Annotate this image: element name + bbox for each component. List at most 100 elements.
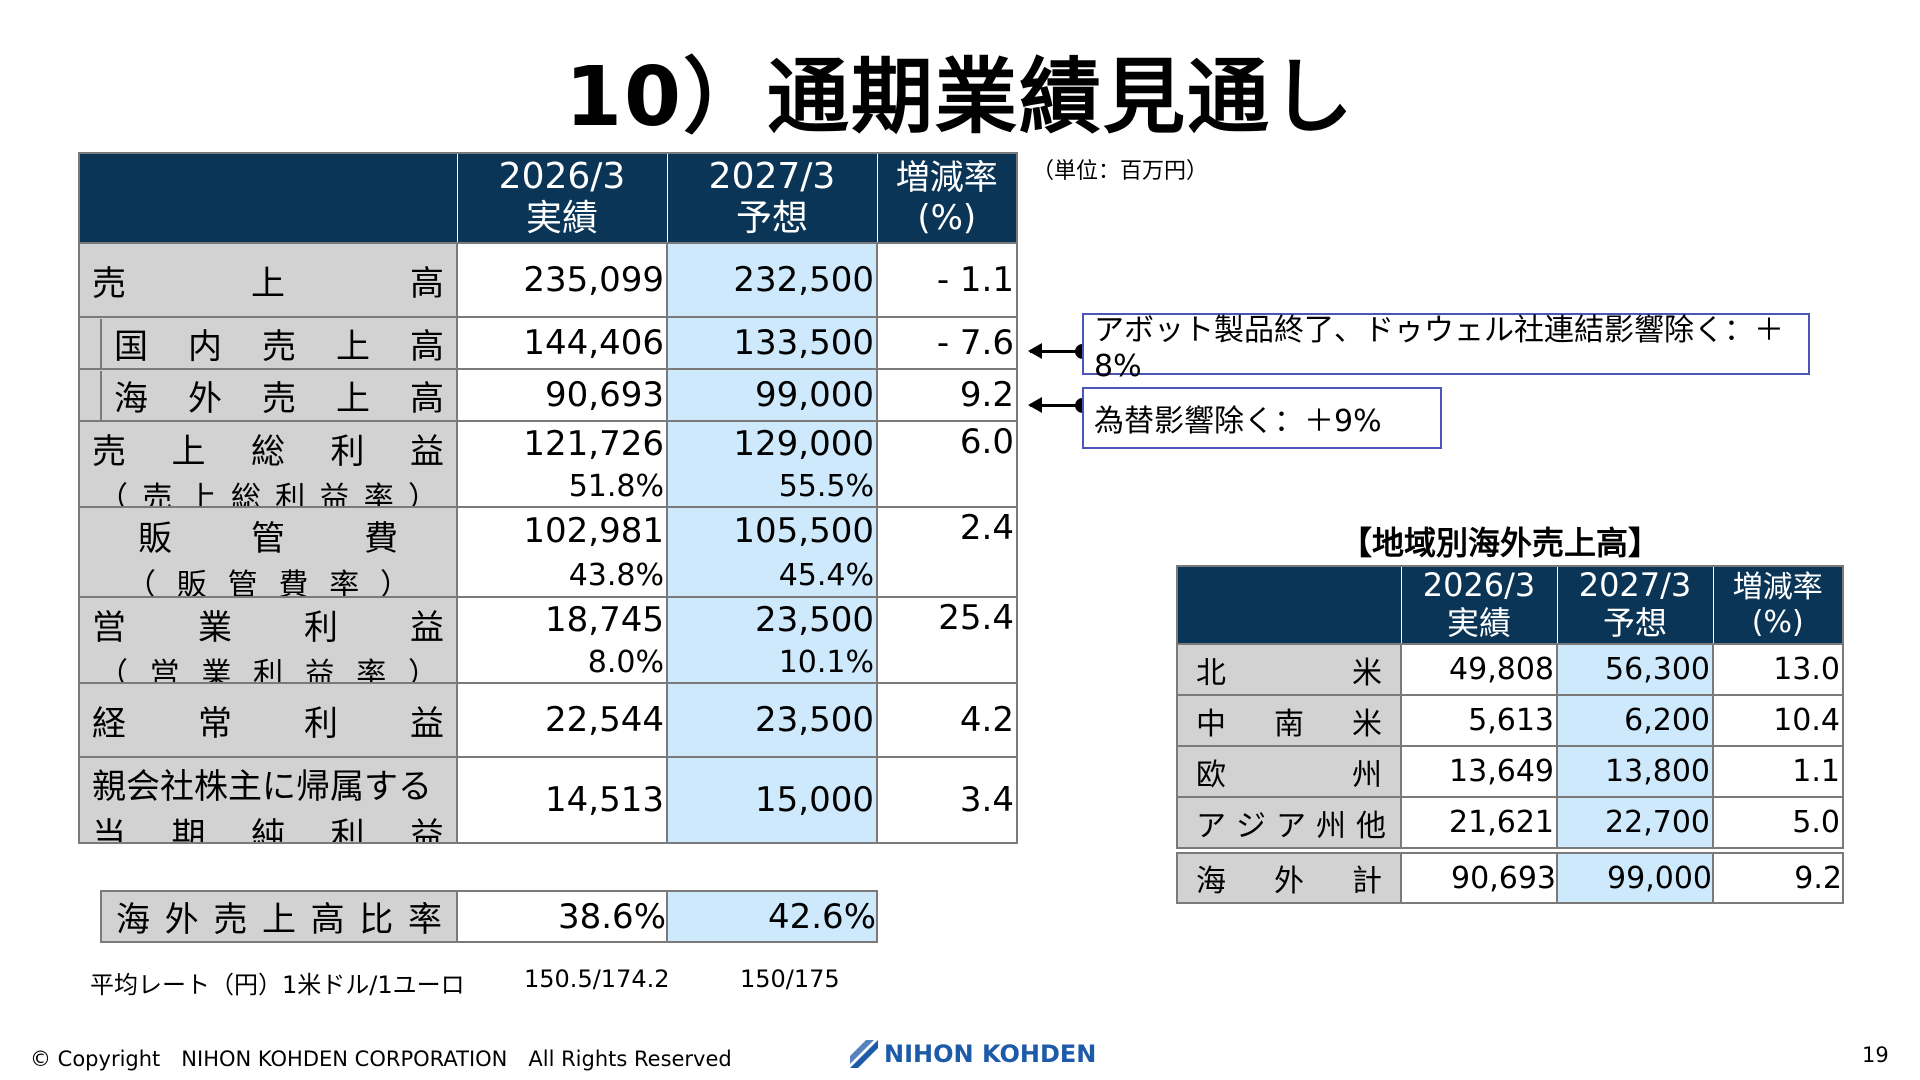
asia-other-change: 5.0 [1712,796,1844,849]
region-table-title: 【地域別海外売上高】 [1340,524,1661,562]
gross-profit-actual: 121,726 51.8% [456,420,668,508]
table-row: 経常利益 22,544 23,500 4.2 [78,682,1018,758]
overseas-total-change: 9.2 [1712,852,1844,904]
logo-text: NIHON KOHDEN [884,1040,1097,1068]
region-sales-table: 2026/3 実績 2027/3 予想 増減率 (%) 北米 49,808 56,30… [1176,565,1844,849]
overseas-sales-change: 9.2 [876,368,1018,422]
region-header-actual: 2026/3 実績 [1400,565,1558,645]
region-header-change: 増減率 (%) [1712,565,1844,645]
table-row: 販管費 （販管費率） 102,981 43.8% 105,500 45.4% 2.4 [78,506,1018,598]
sga-change: 2.4 [876,506,1018,598]
net-income-actual: 14,513 [456,756,668,844]
overseas-ratio-label: 海外売上高比率 [100,890,458,943]
net-income-forecast: 15,000 [666,756,878,844]
table-row: 北米 49,808 56,300 13.0 [1176,643,1844,696]
arrow-icon [1028,397,1090,413]
latin-america-forecast: 6,200 [1556,694,1714,747]
domestic-note: アボット製品終了、ドゥウェル社連結影響除く：＋8% [1082,313,1810,384]
row-label-operating-profit: 営業利益 （営業利益率） [78,596,458,684]
ordinary-profit-forecast: 23,500 [666,682,878,758]
region-header-forecast: 2027/3 予想 [1556,565,1714,645]
domestic-sales-forecast: 133,500 [666,316,878,370]
gross-profit-change: 6.0 [876,420,1018,508]
table-row: アジア州他 21,621 22,700 5.0 [1176,796,1844,849]
north-america-forecast: 56,300 [1556,643,1714,696]
region-label-latin-america: 中南米 [1176,694,1402,747]
overseas-ratio-table: 海外売上高比率 38.6% 42.6% [100,890,878,943]
header-forecast-year: 2027/3 [708,155,836,197]
overseas-total-actual: 90,693 [1400,852,1558,904]
overseas-ratio-forecast: 42.6% [666,890,878,943]
arrow-icon [1028,343,1090,359]
operating-margin-actual: 8.0% [587,645,664,680]
ordinary-profit-change: 4.2 [876,682,1018,758]
overseas-note: 為替影響除く：＋9% [1082,387,1442,449]
operating-profit-actual: 18,745 8.0% [456,596,668,684]
row-label-sga: 販管費 （販管費率） [78,506,458,598]
copyright-text: © Copyright NIHON KOHDEN CORPORATION All… [30,1047,732,1071]
region-label-asia-other: アジア州他 [1176,796,1402,849]
region-label-overseas-total: 海外計 [1176,852,1402,904]
region-header-blank [1176,565,1402,645]
sga-actual: 102,981 43.8% [456,506,668,598]
latin-america-actual: 5,613 [1400,694,1558,747]
header-forecast-kind: 予想 [735,198,808,239]
header-change-title: 増減率 [895,157,998,198]
gross-margin-actual: 51.8% [568,469,664,504]
net-sales-forecast: 232,500 [666,242,878,318]
row-label-net-income: 親会社株主に帰属する 当期純利益 [78,756,458,844]
row-label-domestic-sales: 国内売上高 [78,316,458,370]
table-row: 売上高 235,099 232,500 - 1.1 [78,242,1018,318]
row-label-overseas-sales: 海外売上高 [78,368,458,422]
overseas-sales-forecast: 99,000 [666,368,878,422]
north-america-actual: 49,808 [1400,643,1558,696]
ordinary-profit-actual: 22,544 [456,682,668,758]
logo-mark-icon [850,1040,878,1068]
europe-forecast: 13,800 [1556,745,1714,798]
row-label-net-sales: 売上高 [78,242,458,318]
latin-america-change: 10.4 [1712,694,1844,747]
overseas-ratio-actual: 38.6% [456,890,668,943]
exchange-rate-forecast: 150/175 [740,965,840,993]
asia-other-forecast: 22,700 [1556,796,1714,849]
header-actual-kind: 実績 [525,198,598,239]
unit-note: （単位：百万円） [1032,159,1209,184]
operating-profit-forecast: 23,500 10.1% [666,596,878,684]
europe-actual: 13,649 [1400,745,1558,798]
overseas-sales-actual: 90,693 [456,368,668,422]
table-row: 中南米 5,613 6,200 10.4 [1176,694,1844,747]
forecast-table: 2026/3 実績 2027/3 予想 増減率 (%) 売上高 235,099 232… [78,152,1018,844]
region-label-europe: 欧州 [1176,745,1402,798]
company-logo: NIHON KOHDEN [850,1040,1096,1068]
overseas-total-forecast: 99,000 [1556,852,1714,904]
europe-change: 1.1 [1712,745,1844,798]
table-row: 国内売上高 144,406 133,500 - 7.6 [78,316,1018,370]
header-forecast: 2027/3 予想 [666,152,878,244]
row-label-ordinary-profit: 経常利益 [78,682,458,758]
table-row: 親会社株主に帰属する 当期純利益 14,513 15,000 3.4 [78,756,1018,844]
sga-ratio-forecast: 45.4% [778,558,874,593]
table-row: 海外売上高 90,693 99,000 9.2 [78,368,1018,422]
domestic-sales-actual: 144,406 [456,316,668,370]
region-label-north-america: 北米 [1176,643,1402,696]
operating-profit-change: 25.4 [876,596,1018,684]
north-america-change: 13.0 [1712,643,1844,696]
gross-margin-forecast: 55.5% [778,469,874,504]
header-change: 増減率 (%) [876,152,1018,244]
header-actual-year: 2026/3 [498,155,626,197]
page-title: 10）通期業績見通し [564,50,1356,145]
table-row: 欧州 13,649 13,800 1.1 [1176,745,1844,798]
page-number: 19 [1862,1043,1889,1067]
table-row: 売上総利益 （売上総利益率） 121,726 51.8% 129,000 55.5%… [78,420,1018,508]
asia-other-actual: 21,621 [1400,796,1558,849]
header-change-unit: (%) [917,198,977,238]
gross-profit-forecast: 129,000 55.5% [666,420,878,508]
net-sales-actual: 235,099 [456,242,668,318]
domestic-sales-change: - 7.6 [876,316,1018,370]
row-label-gross-profit: 売上総利益 （売上総利益率） [78,420,458,508]
table-row: 営業利益 （営業利益率） 18,745 8.0% 23,500 10.1% 25.4 [78,596,1018,684]
operating-margin-forecast: 10.1% [778,645,874,680]
sga-forecast: 105,500 45.4% [666,506,878,598]
region-total-table: 海外計 90,693 99,000 9.2 [1176,852,1844,904]
net-income-change: 3.4 [876,756,1018,844]
